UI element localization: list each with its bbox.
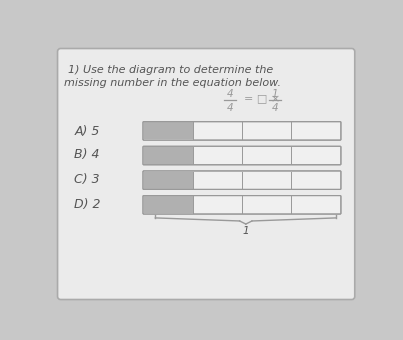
FancyBboxPatch shape	[143, 195, 341, 214]
Bar	[144, 196, 193, 213]
Text: 4: 4	[227, 103, 233, 113]
Text: 4: 4	[271, 103, 278, 113]
FancyBboxPatch shape	[58, 49, 355, 300]
FancyBboxPatch shape	[143, 146, 341, 165]
Text: C) 3: C) 3	[75, 173, 100, 186]
Text: = □ ×: = □ ×	[244, 94, 280, 104]
Text: D) 2: D) 2	[75, 198, 101, 210]
Bar	[144, 122, 193, 139]
Text: B) 4: B) 4	[75, 148, 100, 161]
FancyBboxPatch shape	[143, 122, 341, 140]
Text: 4: 4	[227, 88, 233, 99]
Text: 1: 1	[271, 88, 278, 99]
Text: A) 5: A) 5	[75, 125, 100, 138]
Text: 1: 1	[243, 226, 249, 236]
Text: 1) Use the diagram to determine the: 1) Use the diagram to determine the	[69, 65, 274, 75]
FancyBboxPatch shape	[143, 171, 341, 189]
Text: missing number in the equation below.: missing number in the equation below.	[64, 78, 281, 88]
Bar	[144, 172, 193, 189]
Bar	[144, 147, 193, 164]
